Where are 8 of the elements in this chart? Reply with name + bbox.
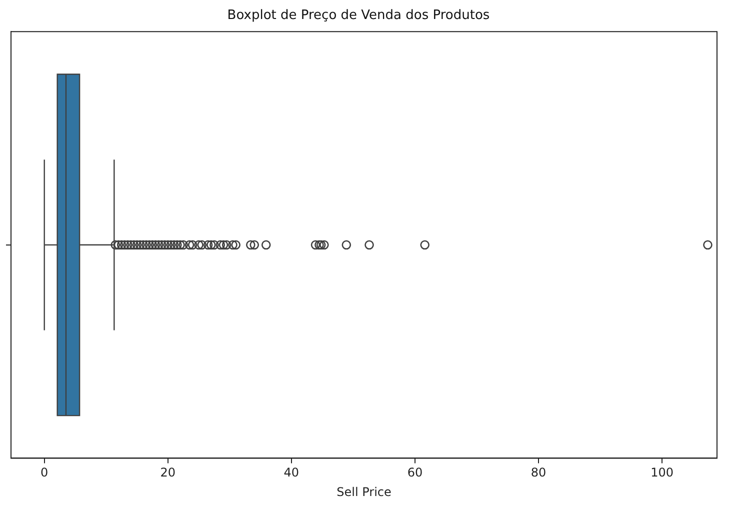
x-axis-title: Sell Price <box>336 484 392 499</box>
x-tick-label: 60 <box>407 466 423 480</box>
x-tick-label: 100 <box>650 466 674 480</box>
x-tick-label: 20 <box>160 466 176 480</box>
chart-title: Boxplot de Preço de Venda dos Produtos <box>227 8 490 24</box>
x-tick-label: 40 <box>284 466 300 480</box>
x-tick-label: 0 <box>40 466 48 480</box>
x-tick-label: 80 <box>530 466 546 480</box>
